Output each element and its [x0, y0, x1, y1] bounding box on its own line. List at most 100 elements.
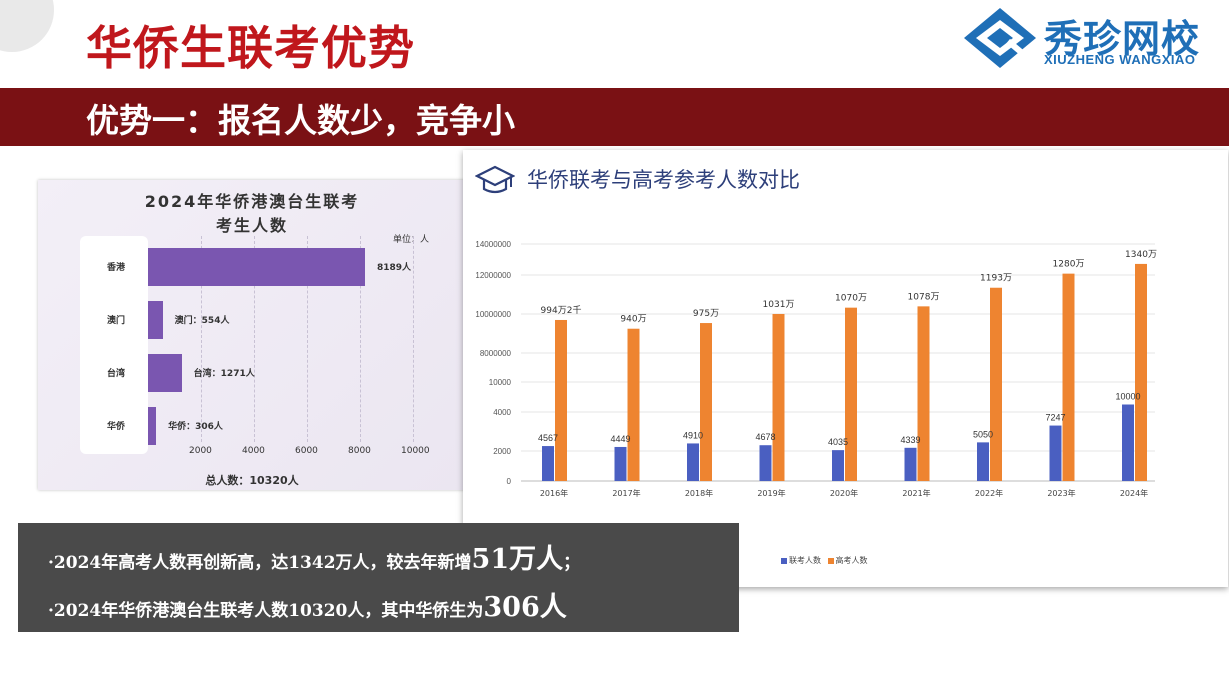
graduation-cap-icon — [475, 165, 515, 194]
page-title: 华侨生联考优势 — [86, 21, 415, 75]
right-y-tick: 12000000 — [475, 271, 511, 280]
logo-diamond-icon — [964, 8, 1036, 68]
right-chart-plot: 0 2000 4000 10000 8000000 10000000 12000000 140… — [475, 240, 1157, 498]
category-label: 2018年 — [685, 488, 713, 498]
gk-bar — [555, 319, 567, 481]
left-chart-unit: 单位：人 — [393, 235, 430, 245]
left-value-label-hk: 8189人 — [377, 263, 412, 273]
left-gridline — [201, 236, 202, 442]
left-bar-macau — [148, 301, 163, 339]
left-chart-title-line2: 考生人数 — [215, 216, 288, 235]
gk-value-label: 1078万 — [908, 292, 940, 302]
lk-bar — [977, 442, 989, 481]
gk-value-label: 994万2千 — [541, 305, 582, 316]
right-chart: 华侨联考与高考参考人数对比 0 2000 4000 10000 8000000 10000… — [463, 150, 1228, 587]
category-label-box — [80, 236, 148, 454]
left-chart-title-line1: 2024年华侨港澳台生联考 — [144, 192, 360, 211]
gk-bar — [627, 328, 640, 481]
gk-bar — [990, 287, 1002, 481]
legend: 联考人数 高考人数 — [781, 555, 872, 566]
left-value-label-overseas: 华侨：306人 — [168, 422, 223, 432]
right-y-tick: 4000 — [493, 408, 511, 417]
left-category-hk: 香港 — [107, 263, 126, 273]
right-y-tick: 14000000 — [475, 240, 511, 249]
lk-value-label: 7247 — [1045, 413, 1065, 423]
corner-decoration — [0, 0, 54, 52]
section-banner: 优势一：报名人数少，竞争小 — [0, 88, 1229, 146]
right-y-tick: 10000000 — [475, 310, 511, 319]
lk-bar — [759, 445, 772, 481]
banner-text: 优势一：报名人数少，竞争小 — [86, 101, 515, 140]
gk-bar — [1062, 273, 1075, 481]
lk-value-label: 4035 — [828, 437, 848, 447]
lk-value-label: 4339 — [900, 435, 920, 445]
left-category-overseas: 华侨 — [107, 422, 126, 432]
lk-bar — [1122, 404, 1134, 481]
right-chart-title: 华侨联考与高考参考人数对比 — [527, 168, 800, 192]
legend-label-gk: 高考人数 — [835, 556, 868, 565]
left-gridline — [413, 236, 414, 442]
gk-value-label: 975万 — [693, 309, 719, 319]
left-bar-overseas — [148, 407, 157, 445]
left-x-tick: 2000 — [189, 446, 212, 456]
left-gridline — [254, 236, 255, 442]
left-gridline — [360, 236, 361, 442]
lk-bar — [687, 443, 699, 481]
lk-value-label: 10000 — [1115, 392, 1140, 402]
lk-value-label: 4910 — [683, 430, 703, 440]
left-bar-hk — [148, 248, 365, 286]
gk-value-label: 1280万 — [1053, 260, 1085, 270]
legend-item-gk: 高考人数 — [827, 556, 868, 565]
right-y-tick: 2000 — [493, 447, 511, 456]
note-line-2: ·2024年华侨港澳台生联考人数10320人，其中华侨生为306人 — [48, 585, 567, 624]
legend-item-lk: 联考人数 — [781, 556, 821, 565]
left-chart-total: 总人数：10320人 — [205, 474, 299, 487]
note-2-highlight: 306人 — [483, 592, 567, 623]
gk-bar — [917, 306, 930, 481]
gk-bar — [1135, 263, 1147, 481]
note-line-1: ·2024年高考人数再创新高，达1342万人，较去年新增51万人； — [48, 537, 580, 576]
gk-bar — [700, 323, 712, 481]
left-category-macau: 澳门 — [107, 316, 126, 326]
left-chart: 2024年华侨港澳台生联考 考生人数 单位：人 2000 4000 6000 8000… — [38, 180, 466, 490]
lk-value-label: 4449 — [610, 434, 630, 444]
lk-bar — [542, 446, 554, 481]
logo: 秀珍网校 XIUZHENG WANGXIAO — [962, 6, 1224, 70]
note-2-text: ·2024年华侨港澳台生联考人数10320人，其中华侨生为 — [48, 601, 484, 621]
lk-bar — [832, 450, 844, 481]
left-x-tick: 4000 — [242, 446, 265, 456]
lk-value-label: 4567 — [538, 433, 558, 443]
left-bar-taiwan — [148, 354, 182, 392]
note-1-highlight: 51万人 — [471, 544, 564, 575]
gk-bar — [772, 313, 785, 481]
lk-bar — [1049, 425, 1062, 481]
category-label: 2019年 — [757, 488, 785, 498]
gk-value-label: 1070万 — [835, 294, 867, 304]
gk-value-label: 940万 — [620, 315, 646, 325]
left-gridline — [307, 236, 308, 442]
left-x-tick: 8000 — [348, 446, 371, 456]
lk-value-label: 4678 — [755, 432, 775, 442]
left-x-tick: 6000 — [295, 446, 318, 456]
gk-value-label: 1193万 — [980, 274, 1012, 284]
notes-box: ·2024年高考人数再创新高，达1342万人，较去年新增51万人； ·2024年… — [18, 523, 739, 632]
logo-name: 秀珍网校 — [1044, 17, 1201, 61]
lk-value-label: 5050 — [973, 429, 993, 439]
gk-value-label: 1031万 — [763, 300, 795, 310]
note-1-text: ·2024年高考人数再创新高，达1342万人，较去年新增 — [48, 553, 472, 573]
gk-value-label: 1340万 — [1125, 250, 1157, 260]
category-label: 2024年 — [1120, 488, 1148, 498]
category-label: 2022年 — [975, 488, 1003, 498]
category-label: 2016年 — [540, 488, 568, 498]
right-y-tick: 0 — [507, 477, 512, 486]
legend-label-lk: 联考人数 — [789, 556, 821, 565]
lk-bar — [614, 446, 627, 481]
gk-bar — [845, 307, 857, 481]
left-value-label-taiwan: 台湾：1271人 — [193, 369, 255, 379]
left-category-taiwan: 台湾 — [107, 369, 126, 379]
lk-bar — [904, 447, 917, 481]
left-x-tick: 10000 — [401, 446, 430, 456]
category-label: 2020年 — [830, 488, 858, 498]
category-label: 2021年 — [902, 488, 930, 498]
logo-subtitle: XIUZHENG WANGXIAO — [1044, 52, 1196, 67]
